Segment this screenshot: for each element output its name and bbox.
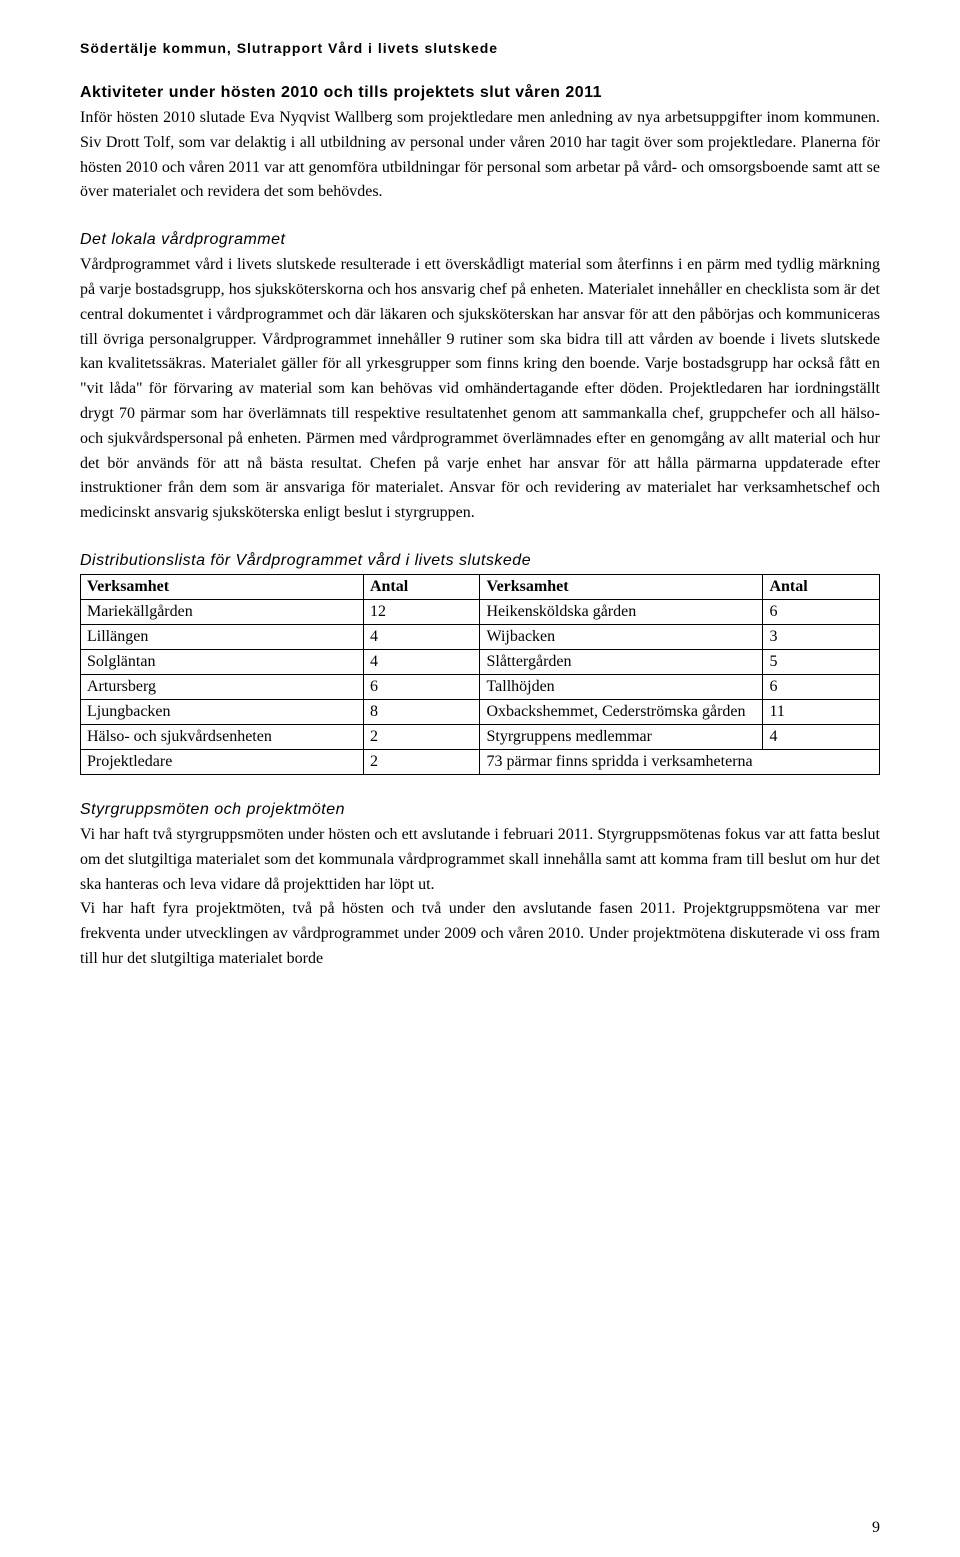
table-cell: 6 (763, 599, 880, 624)
table-cell: Mariekällgården (81, 599, 364, 624)
table-header-cell: Verksamhet (81, 574, 364, 599)
table-cell: Tallhöjden (480, 674, 763, 699)
table-cell: 11 (763, 699, 880, 724)
section-vardprogram-title: Det lokala vårdprogrammet (80, 231, 880, 249)
table-cell: Styrgruppens medlemmar (480, 724, 763, 749)
table-row: Projektledare273 pärmar finns spridda i … (81, 749, 880, 774)
table-row: Solgläntan4Slåttergården5 (81, 649, 880, 674)
table-header-cell: Verksamhet (480, 574, 763, 599)
table-cell: 4 (363, 649, 480, 674)
table-row: Mariekällgården12Heikensköldska gården6 (81, 599, 880, 624)
table-cell: 4 (363, 624, 480, 649)
table-cell: 3 (763, 624, 880, 649)
table-cell: 12 (363, 599, 480, 624)
table-header-row: Verksamhet Antal Verksamhet Antal (81, 574, 880, 599)
table-header-cell: Antal (763, 574, 880, 599)
section-activities-title: Aktiviteter under hösten 2010 och tills … (80, 84, 880, 102)
table-row: Ljungbacken8Oxbackshemmet, Cederströmska… (81, 699, 880, 724)
table-cell: Oxbackshemmet, Cederströmska gården (480, 699, 763, 724)
distribution-table-title: Distributionslista för Vårdprogrammet vå… (80, 552, 880, 570)
table-row: Lillängen4Wijbacken3 (81, 624, 880, 649)
table-cell: Solgläntan (81, 649, 364, 674)
distribution-table: Verksamhet Antal Verksamhet Antal Mariek… (80, 574, 880, 775)
table-cell: Slåttergården (480, 649, 763, 674)
table-cell: 4 (763, 724, 880, 749)
section-meetings-title: Styrgruppsmöten och projektmöten (80, 801, 880, 819)
section-vardprogram-para: Vårdprogrammet vård i livets slutskede r… (80, 253, 880, 526)
page-number: 9 (872, 1519, 880, 1537)
table-cell: 8 (363, 699, 480, 724)
table-row: Artursberg6Tallhöjden6 (81, 674, 880, 699)
table-cell: 5 (763, 649, 880, 674)
table-cell: 6 (763, 674, 880, 699)
table-header-cell: Antal (363, 574, 480, 599)
table-row: Hälso- och sjukvårdsenheten2Styrgruppens… (81, 724, 880, 749)
table-cell: 2 (363, 749, 480, 774)
table-cell: Hälso- och sjukvårdsenheten (81, 724, 364, 749)
doc-header: Södertälje kommun, Slutrapport Vård i li… (80, 40, 880, 56)
table-cell: Lillängen (81, 624, 364, 649)
table-cell: Projektledare (81, 749, 364, 774)
section-meetings-para: Vi har haft två styrgruppsmöten under hö… (80, 823, 880, 972)
table-cell: Ljungbacken (81, 699, 364, 724)
table-cell: 6 (363, 674, 480, 699)
table-cell: Artursberg (81, 674, 364, 699)
table-cell: Heikensköldska gården (480, 599, 763, 624)
table-cell: 73 pärmar finns spridda i verksamheterna (480, 749, 880, 774)
section-activities-para: Inför hösten 2010 slutade Eva Nyqvist Wa… (80, 106, 880, 205)
table-cell: 2 (363, 724, 480, 749)
table-cell: Wijbacken (480, 624, 763, 649)
